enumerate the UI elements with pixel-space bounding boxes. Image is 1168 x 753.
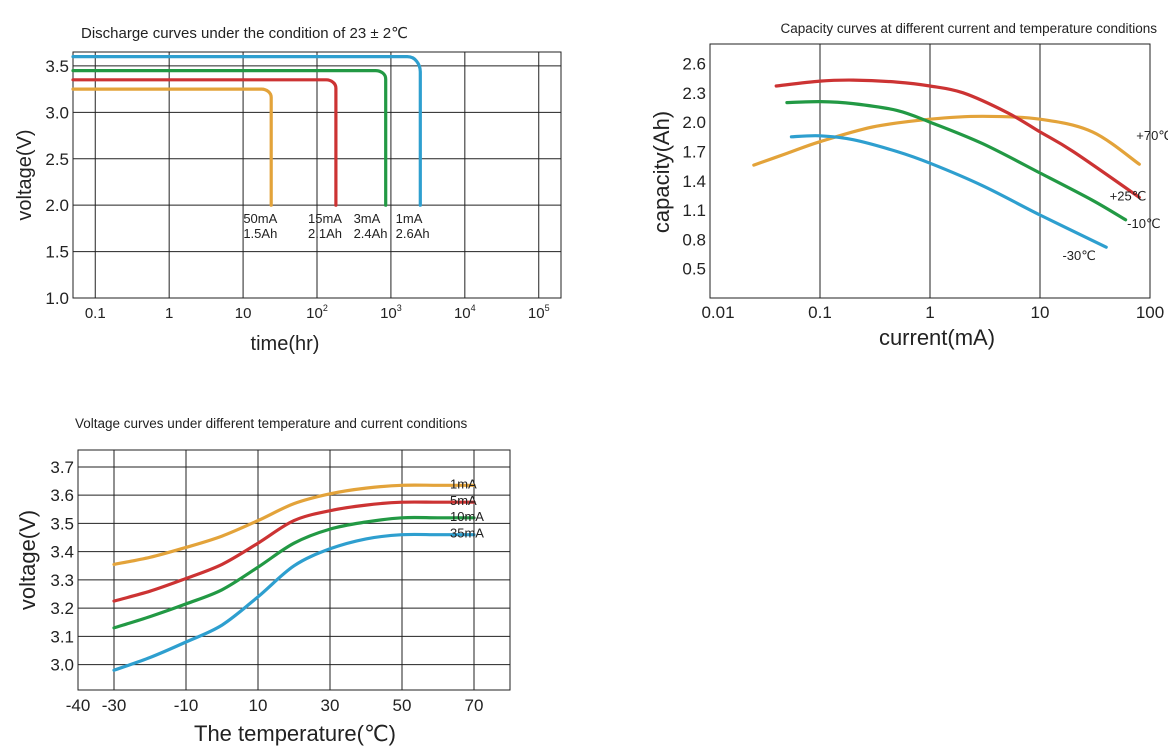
chart2-series-line <box>774 78 1141 199</box>
chart3-x-tick-label: -40 <box>66 696 91 715</box>
chart1-series-line <box>71 55 422 207</box>
chart2-series-label: +25℃ <box>1110 188 1147 203</box>
chart1-y-tick-label: 2.0 <box>45 196 69 215</box>
chart2-series-label: +70℃ <box>1136 128 1168 143</box>
chart1-x-tick-label: 10 <box>235 305 252 322</box>
chart2-y-tick-label: 1.7 <box>682 142 706 161</box>
chart3-x-tick-label: 10 <box>249 696 268 715</box>
chart3-x-tick-label: -10 <box>174 696 199 715</box>
chart1-series-label: 2.1Ah <box>308 226 342 241</box>
chart2-y-tick-label: 1.4 <box>682 172 706 191</box>
chart2-series-line <box>789 134 1108 249</box>
chart3-y-axis-label: voltage(V) <box>15 510 40 610</box>
chart1-series-label: 15mA <box>308 211 342 226</box>
chart2-title: Capacity curves at different current and… <box>781 21 1158 36</box>
chart3-y-tick-label: 3.5 <box>50 514 74 533</box>
chart3-title: Voltage curves under different temperatu… <box>75 416 467 431</box>
chart3-y-tick-label: 3.0 <box>50 656 74 675</box>
chart1-x-tick-label: 0.1 <box>85 305 106 322</box>
chart1-x-axis-label: time(hr) <box>251 333 320 355</box>
chart1-series-label: 1.5Ah <box>243 226 277 241</box>
chart3-series-label: 35mA <box>450 526 484 541</box>
chart3-y-tick-label: 3.6 <box>50 486 74 505</box>
chart3-plot-frame <box>77 449 511 691</box>
chart3-x-tick-label: -30 <box>102 696 127 715</box>
chart2-y-tick-label: 2.6 <box>682 55 706 74</box>
chart1-y-tick-label: 3.5 <box>45 57 69 76</box>
chart1-series-label: 3mA <box>354 211 381 226</box>
chart1-y-tick-label: 1.0 <box>45 289 69 308</box>
chart3-x-tick-label: 30 <box>321 696 340 715</box>
chart1-series-line <box>71 78 338 207</box>
chart3-series-line <box>112 515 476 630</box>
chart1-x-tick-label: 105 <box>528 303 550 322</box>
chart1-y-tick-label: 2.5 <box>45 150 69 169</box>
chart2-y-tick-label: 0.5 <box>682 260 706 279</box>
chart3-y-tick-label: 3.2 <box>50 599 74 618</box>
chart1-x-tick-label: 1 <box>165 305 173 322</box>
chart1-series-label: 2.4Ah <box>354 226 388 241</box>
chart1-x-tick-label: 104 <box>454 303 476 322</box>
chart2-y-tick-label: 0.8 <box>682 230 706 249</box>
chart2-x-tick-label: 0.01 <box>701 303 734 322</box>
chart1-series-label: 50mA <box>243 211 277 226</box>
chart3-series-line <box>112 532 476 672</box>
chart3-x-tick-label: 50 <box>393 696 412 715</box>
chart2-series-label: -10℃ <box>1127 216 1160 231</box>
chart2-series-label: -30℃ <box>1062 248 1095 263</box>
chart1-series-line <box>71 87 273 207</box>
chart1-x-tick-label: 102 <box>306 303 328 322</box>
chart1-series-line <box>71 69 388 207</box>
chart1-title: Discharge curves under the condition of … <box>81 25 408 42</box>
chart3-series-label: 1mA <box>450 476 477 491</box>
chart2-series-line <box>752 114 1141 167</box>
chart2-y-tick-label: 2.3 <box>682 84 706 103</box>
chart2-y-tick-label: 1.1 <box>682 201 706 220</box>
chart3-y-tick-label: 3.7 <box>50 458 74 477</box>
chart3-y-tick-label: 3.1 <box>50 627 74 646</box>
chart2-x-tick-label: 10 <box>1031 303 1050 322</box>
chart3-y-tick-label: 3.3 <box>50 571 74 590</box>
chart2-x-axis-label: current(mA) <box>879 325 995 350</box>
chart3-x-tick-label: 70 <box>465 696 484 715</box>
chart3-series-line <box>112 483 476 566</box>
chart1-x-tick-label: 103 <box>380 303 402 322</box>
chart2-y-axis-label: capacity(Ah) <box>649 111 674 233</box>
chart3-x-axis-label: The temperature(℃) <box>194 721 396 746</box>
chart2-series-line <box>785 99 1128 222</box>
chart1-y-tick-label: 3.0 <box>45 103 69 122</box>
chart2-x-tick-label: 100 <box>1136 303 1164 322</box>
chart3-series-label: 10mA <box>450 509 484 524</box>
chart1-y-tick-label: 1.5 <box>45 243 69 262</box>
chart3-y-tick-label: 3.4 <box>50 543 74 562</box>
chart3-series-label: 5mA <box>450 493 477 508</box>
chart1-series-label: 2.6Ah <box>396 226 430 241</box>
chart2-y-tick-label: 2.0 <box>682 113 706 132</box>
chart2-x-tick-label: 1 <box>925 303 934 322</box>
chart2-x-tick-label: 0.1 <box>808 303 832 322</box>
chart3-series-line <box>112 500 476 603</box>
chart1-series-label: 1mA <box>396 211 423 226</box>
chart1-y-axis-label: voltage(V) <box>14 129 36 220</box>
